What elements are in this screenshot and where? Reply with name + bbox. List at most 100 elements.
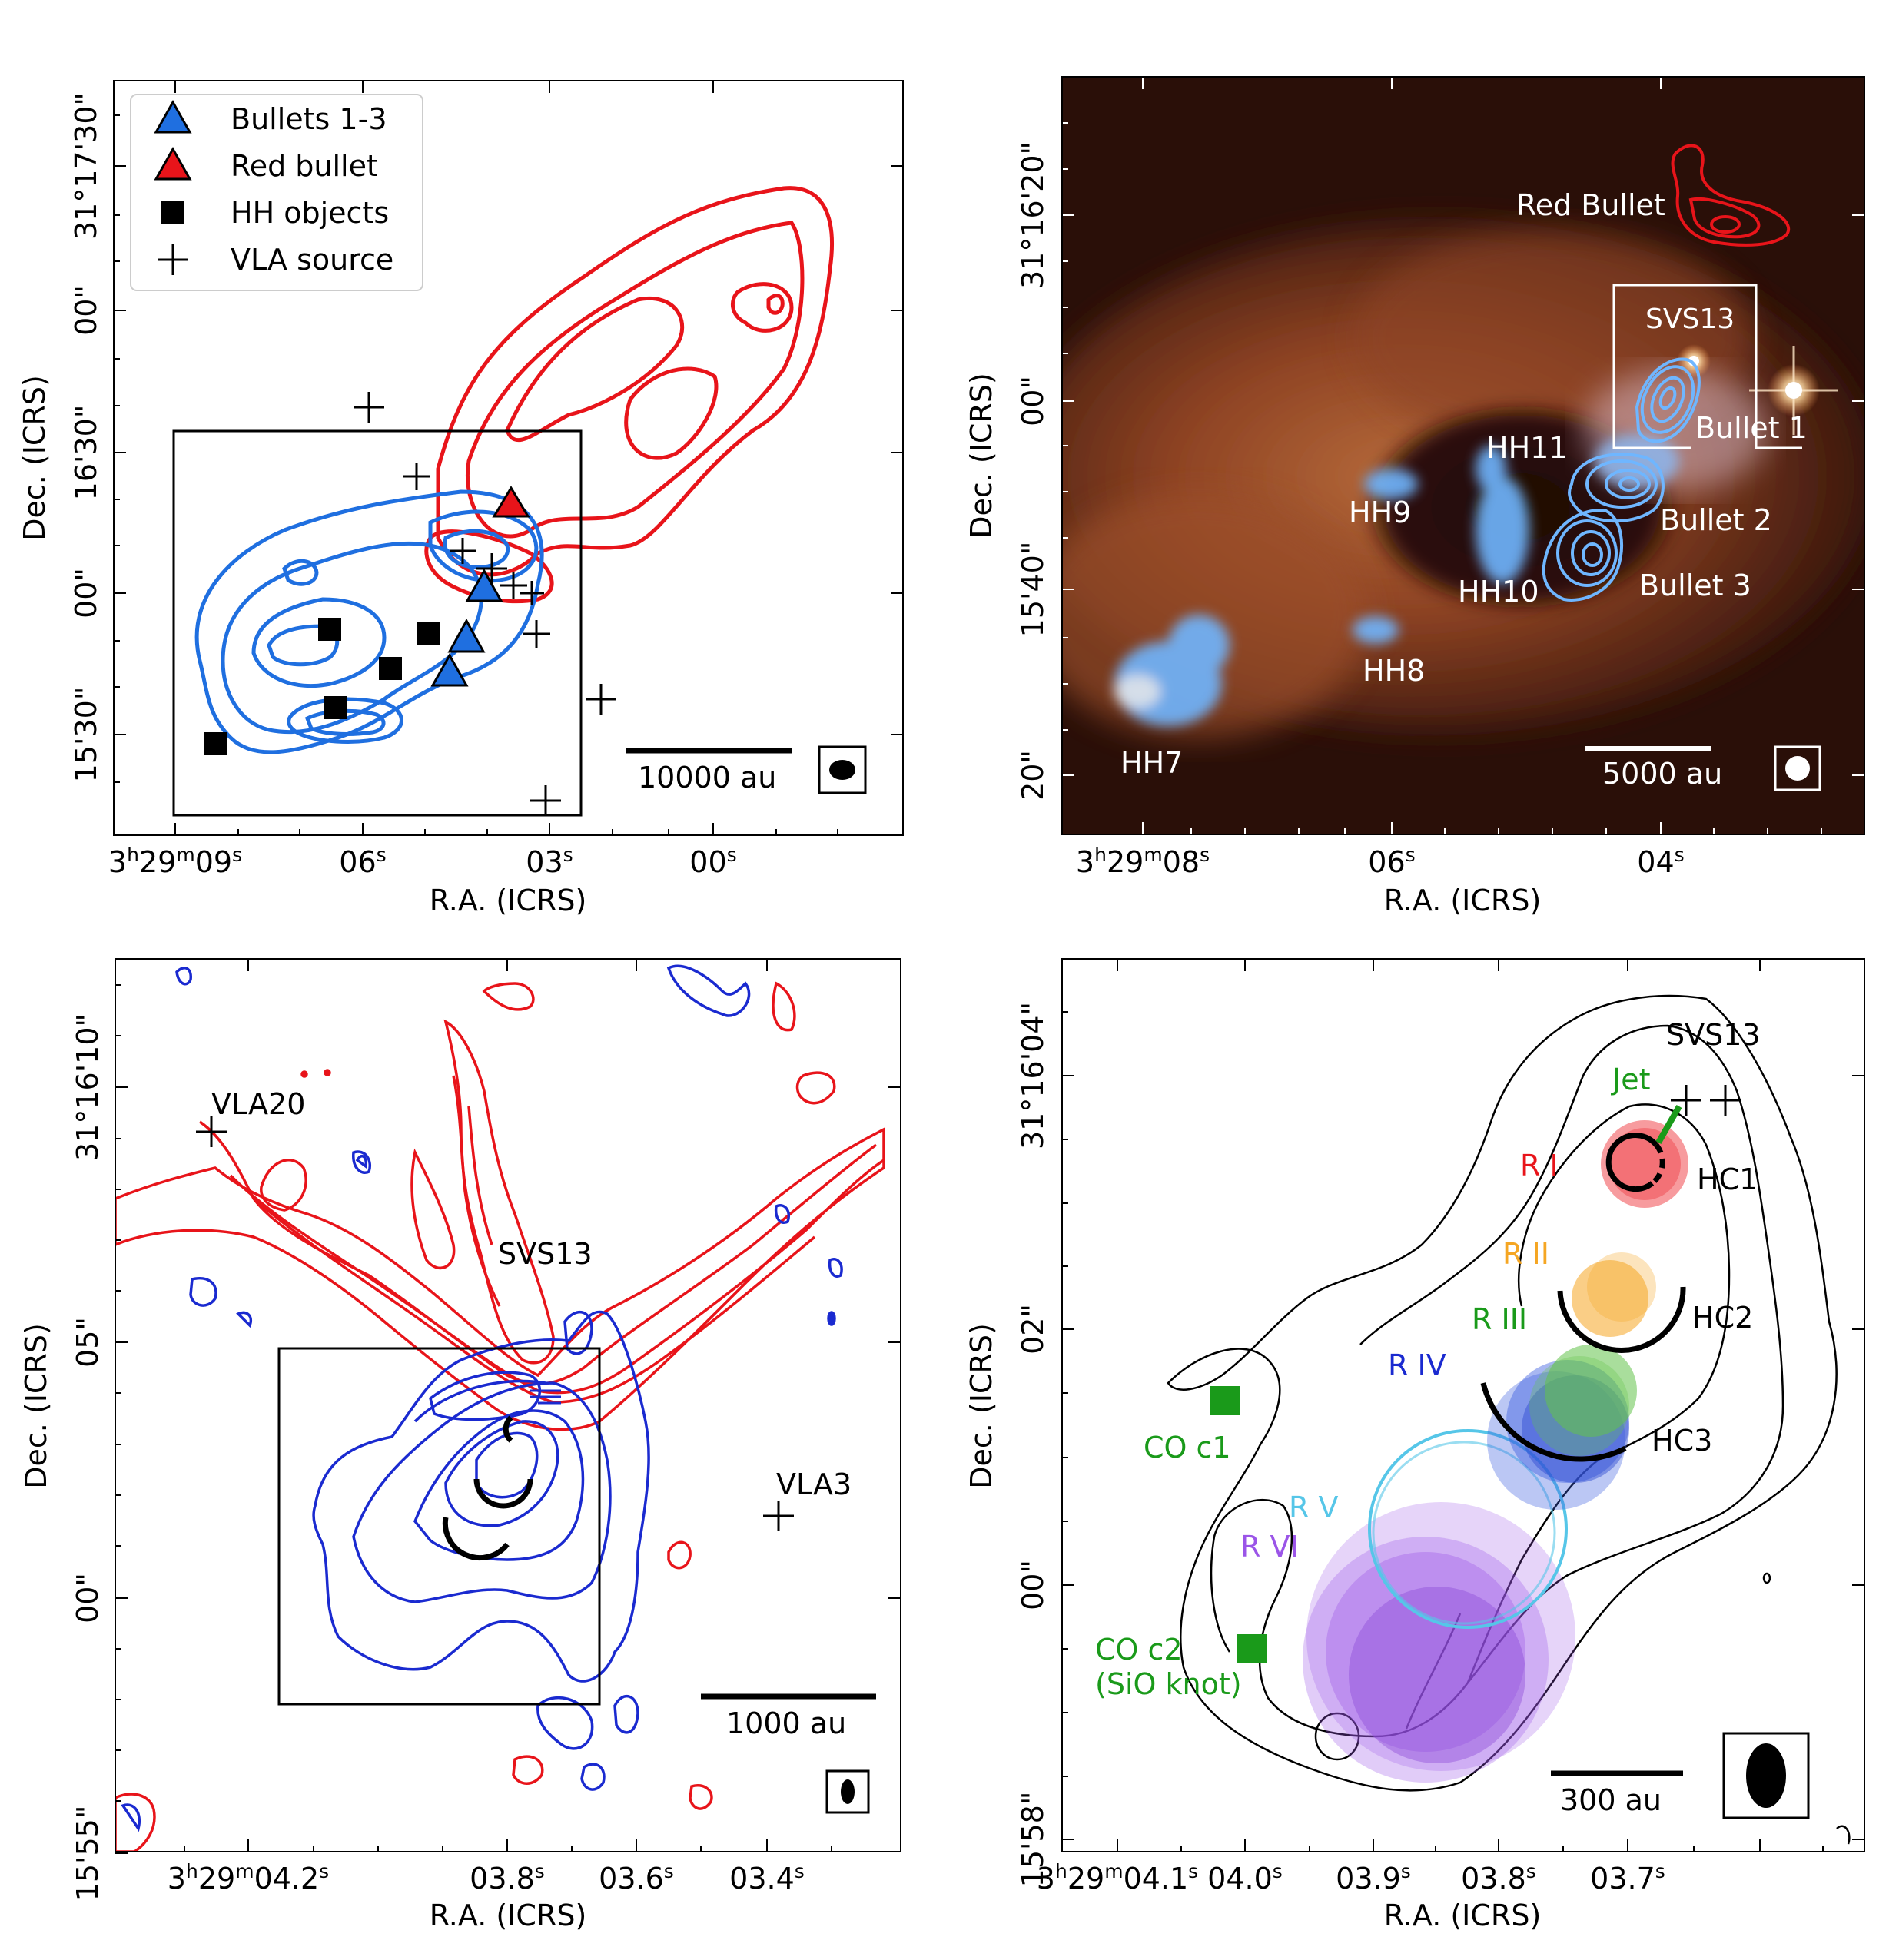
tr-label: HH10	[1458, 575, 1539, 609]
bullet-marker	[447, 618, 486, 653]
bl-xtick-label: 03.8s	[470, 1860, 545, 1895]
br-label: SVS13	[1666, 1018, 1761, 1052]
region-rvi	[1303, 1537, 1549, 1783]
br-ytick-label: 02"	[1016, 1304, 1050, 1355]
region-rii	[1587, 1252, 1656, 1322]
bl-beam	[841, 1779, 855, 1804]
tr-svs13-box	[1612, 284, 1802, 449]
bullet-marker	[430, 652, 469, 687]
br-co-c2-marker	[1237, 1634, 1267, 1663]
tl-scalebar-label: 10000 au	[638, 761, 776, 794]
legend-label: Bullets 1-3	[231, 102, 387, 136]
hh-marker	[379, 657, 402, 680]
br-label: (SiO knot)	[1095, 1667, 1242, 1701]
br-beam	[1746, 1743, 1786, 1808]
tl-blue-contours	[194, 489, 544, 754]
tr-scalebar-label: 5000 au	[1602, 757, 1722, 791]
tl-xtick-label: 03s	[526, 844, 573, 879]
br-vla-marker	[1710, 1085, 1741, 1116]
tl-hh-objects	[204, 618, 440, 755]
tr-ytick-label: 00"	[1016, 376, 1050, 426]
bl-ytick-label: 31°16'10"	[71, 1013, 105, 1161]
bl-xtick-label: 3h29m04.2s	[168, 1860, 329, 1895]
region-rvi	[1349, 1587, 1525, 1763]
tl-xtick-label: 3h29m09s	[108, 844, 242, 879]
bl-label: SVS13	[498, 1237, 593, 1271]
br-label: R III	[1472, 1302, 1527, 1336]
tr-beam-box	[1774, 745, 1821, 791]
br-label: HC1	[1697, 1162, 1758, 1196]
br-xtick-label: 3h29m04.1s	[1037, 1860, 1198, 1895]
br-label: Jet	[1611, 1063, 1651, 1096]
bl-svs13-marks	[530, 1389, 561, 1405]
bl-vla20-marker	[196, 1116, 227, 1147]
legend-label: HH objects	[231, 196, 389, 230]
br-xlabel: R.A. (ICRS)	[1384, 1899, 1542, 1932]
tr-blue-bullet-contours	[1542, 357, 1701, 602]
bl-scalebar-label: 1000 au	[726, 1706, 846, 1740]
legend-square-icon	[161, 201, 184, 224]
tr-xtick-label: 06s	[1368, 844, 1415, 879]
tl-beam	[829, 760, 855, 780]
tr-label: Red Bullet	[1516, 188, 1665, 222]
br-xtick-label: 03.7s	[1590, 1860, 1665, 1895]
legend-label: Red bullet	[231, 149, 378, 183]
tr-frame	[1061, 76, 1865, 835]
bl-label: VLA3	[776, 1468, 852, 1501]
br-ytick-label: 15'58"	[1016, 1792, 1050, 1888]
br-label: R IV	[1388, 1348, 1446, 1382]
br-arcs	[1480, 1133, 1686, 1462]
br-label: R VI	[1240, 1530, 1299, 1564]
br-vla-marker	[1671, 1085, 1701, 1116]
bl-zoom-box	[277, 1347, 601, 1706]
tr-label: HH9	[1349, 496, 1411, 529]
tr-label: Bullet 2	[1660, 503, 1772, 537]
bl-ticks	[115, 959, 901, 1854]
br-scalebar-label: 300 au	[1560, 1783, 1662, 1817]
tr-ytick-label: 31°16'20"	[1016, 141, 1050, 289]
region-riii	[1545, 1345, 1637, 1437]
tl-ytick-label: 00"	[69, 285, 103, 336]
bl-red-contours	[115, 981, 885, 1852]
tr-red-bullet-contours	[1671, 144, 1790, 247]
bl-label: VLA20	[211, 1087, 305, 1121]
bl-xtick-label: 03.4s	[729, 1860, 805, 1895]
tl-ytick-label: 15'30"	[69, 687, 103, 783]
legend-triangle-blue-icon	[154, 99, 192, 134]
tl-ylabel: Dec. (ICRS)	[18, 375, 51, 541]
tl-ytick-label: 16'30"	[69, 405, 103, 501]
bullet-marker	[465, 568, 503, 602]
bl-arcs	[442, 1415, 533, 1560]
tr-xtick-label: 04s	[1637, 844, 1684, 879]
panel-bottom-left: VLA20 SVS13 VLA3 1000 au 3h29m04.2s 03.8…	[19, 958, 901, 1932]
tr-label: HH7	[1120, 746, 1183, 780]
br-co-c1-marker	[1210, 1386, 1240, 1415]
br-xtick-label: 04.0s	[1207, 1860, 1283, 1895]
bl-xtick-label: 03.6s	[599, 1860, 674, 1895]
tr-xtick-label: 3h29m08s	[1076, 844, 1210, 879]
legend-label: VLA source	[231, 243, 393, 277]
bl-xlabel: R.A. (ICRS)	[430, 1899, 587, 1932]
tl-xlabel: R.A. (ICRS)	[430, 884, 587, 917]
tl-legend: Bullets 1-3 Red bullet HH objects VLA so…	[130, 94, 423, 291]
br-label: HC2	[1692, 1301, 1753, 1335]
tr-xlabel: R.A. (ICRS)	[1384, 884, 1542, 917]
bl-vla3-marker	[763, 1501, 794, 1531]
legend-triangle-red-icon	[154, 146, 192, 181]
region-riii	[1529, 1356, 1629, 1456]
bl-ytick-label: 00"	[71, 1573, 105, 1623]
br-label: CO c1	[1144, 1431, 1231, 1464]
tr-label: HH11	[1486, 431, 1568, 465]
region-ri	[1608, 1128, 1681, 1200]
tl-xtick-label: 06s	[339, 844, 386, 879]
hh-marker	[318, 618, 341, 641]
br-ylabel: Dec. (ICRS)	[964, 1323, 998, 1489]
panel-top-left: Bullets 1-3 Red bullet HH objects VLA so…	[18, 80, 904, 917]
bl-ytick-label: 05"	[71, 1317, 105, 1368]
region-rvi	[1326, 1552, 1525, 1752]
br-label: R I	[1520, 1149, 1559, 1182]
region-rvi	[1306, 1502, 1575, 1771]
tr-label: Bullet 3	[1639, 569, 1751, 602]
br-ytick-label: 00"	[1016, 1560, 1050, 1610]
